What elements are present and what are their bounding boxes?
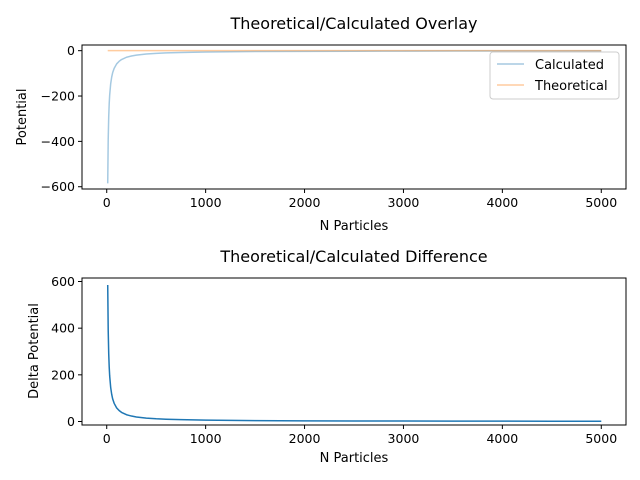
overlay-y-tick-label: −200 — [41, 89, 75, 104]
overlay-plot-frame — [81, 44, 627, 190]
difference-y-tick-label: 200 — [51, 367, 75, 382]
difference-y-tick-label: 600 — [51, 274, 75, 289]
difference-x-tick-label: 5000 — [585, 431, 617, 446]
overlay-x-tick-label: 2000 — [289, 195, 321, 210]
overlay-x-tick-label: 1000 — [190, 195, 222, 210]
overlay-legend: Calculated Theoretical — [489, 51, 620, 100]
difference-chart: Theoretical/Calculated Difference 0 1000 2… — [27, 247, 627, 466]
difference-y-axis-ticks: 0 200 400 600 — [51, 274, 82, 429]
overlay-y-axis-label: Potential — [15, 89, 30, 146]
overlay-x-axis-ticks: 0 1000 2000 3000 4000 5000 — [103, 189, 617, 210]
overlay-y-axis-ticks: 0 −200 −400 −600 — [41, 43, 82, 194]
difference-x-tick-label: 4000 — [486, 431, 518, 446]
overlay-y-tick-label: −400 — [41, 134, 75, 149]
difference-x-tick-label: 0 — [103, 431, 111, 446]
legend-label-theoretical: Theoretical — [534, 79, 608, 94]
difference-chart-title: Theoretical/Calculated Difference — [219, 247, 487, 266]
difference-x-axis-ticks: 0 1000 2000 3000 4000 5000 — [103, 425, 617, 446]
overlay-x-tick-label: 3000 — [388, 195, 420, 210]
legend-label-calculated: Calculated — [535, 58, 604, 73]
overlay-chart: Theoretical/Calculated Overlay 0 1000 2000… — [15, 14, 627, 234]
difference-series-group — [106, 284, 602, 422]
overlay-y-tick-label: 0 — [67, 43, 75, 58]
difference-y-tick-label: 0 — [67, 414, 75, 429]
overlay-x-axis-label: N Particles — [320, 219, 389, 234]
difference-x-tick-label: 2000 — [289, 431, 321, 446]
overlay-x-tick-label: 4000 — [486, 195, 518, 210]
difference-line-series-0 — [106, 284, 602, 422]
overlay-y-tick-label: −600 — [41, 179, 75, 194]
overlay-line-calculated — [106, 50, 602, 184]
difference-plot-frame — [81, 277, 627, 426]
legend-box — [489, 51, 620, 100]
difference-x-tick-label: 1000 — [190, 431, 222, 446]
difference-y-axis-label: Delta Potential — [27, 303, 42, 399]
difference-x-tick-label: 3000 — [388, 431, 420, 446]
difference-y-tick-label: 400 — [51, 321, 75, 336]
overlay-series-group — [106, 49, 602, 184]
overlay-x-tick-label: 5000 — [585, 195, 617, 210]
overlay-chart-title: Theoretical/Calculated Overlay — [230, 14, 478, 33]
overlay-x-tick-label: 0 — [103, 195, 111, 210]
difference-x-axis-label: N Particles — [320, 451, 389, 466]
